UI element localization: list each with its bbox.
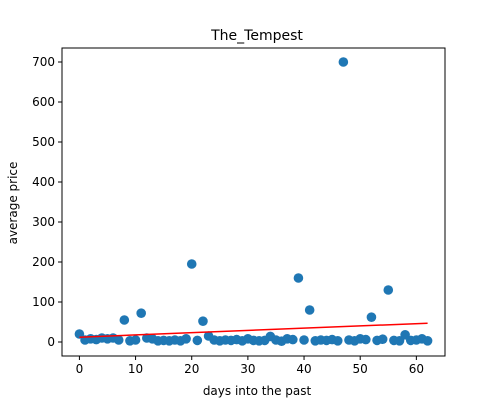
data-point (383, 285, 394, 295)
x-tick-label: 60 (409, 362, 424, 376)
y-tick-label: 200 (32, 255, 55, 269)
data-point (304, 305, 315, 315)
x-tick-label: 30 (240, 362, 255, 376)
chart-title: The_Tempest (210, 28, 303, 44)
x-tick-label: 20 (184, 362, 199, 376)
x-tick-label: 0 (76, 362, 84, 376)
trend-line (79, 322, 428, 338)
data-point (299, 335, 309, 345)
y-tick-label: 500 (32, 135, 55, 149)
data-point (332, 336, 343, 346)
data-point (422, 336, 433, 346)
data-point (136, 308, 146, 319)
data-point (192, 335, 203, 346)
data-point (377, 334, 388, 345)
x-tick-label: 10 (128, 362, 143, 376)
data-point (293, 273, 304, 283)
data-point (119, 315, 130, 325)
y-axis-label: average price (6, 162, 20, 245)
data-point (186, 259, 197, 269)
data-point (288, 334, 298, 345)
y-tick-label: 300 (32, 215, 55, 229)
plot-frame (61, 47, 446, 357)
y-tick-label: 400 (32, 175, 55, 189)
data-point (338, 57, 349, 67)
x-tick-label: 50 (353, 362, 368, 376)
x-axis-label: days into the past (203, 384, 312, 398)
data-point (394, 336, 405, 346)
data-point (198, 316, 208, 327)
x-tick-label: 40 (296, 362, 311, 376)
data-point (361, 334, 371, 345)
y-tick-label: 0 (47, 335, 55, 349)
data-point (181, 334, 191, 344)
data-point (113, 335, 124, 345)
y-tick-label: 600 (32, 95, 55, 109)
y-tick-label: 700 (32, 55, 55, 69)
y-tick-label: 100 (32, 295, 55, 309)
data-point (130, 335, 141, 345)
data-point (366, 312, 377, 323)
